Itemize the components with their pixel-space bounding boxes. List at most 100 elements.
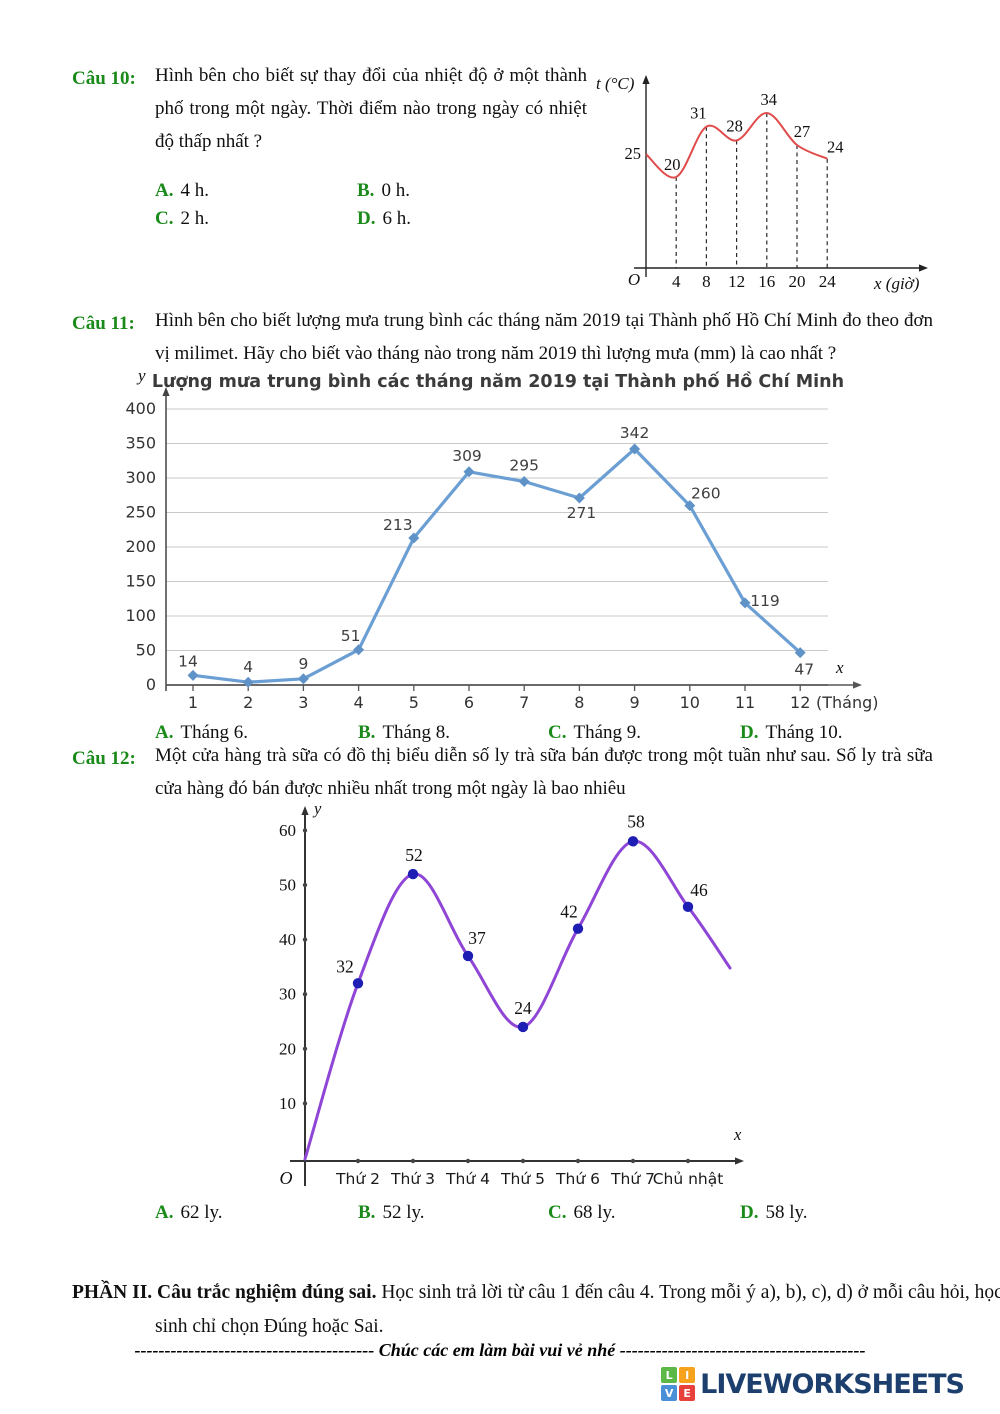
option-text: 6 h. bbox=[382, 208, 411, 229]
option-letter: A. bbox=[155, 180, 174, 201]
part2-text: Học sinh trả lời từ câu 1 đến câu 4. Tro… bbox=[155, 1282, 1000, 1337]
option-letter: D. bbox=[357, 208, 376, 229]
option-text: Tháng 6. bbox=[180, 722, 249, 743]
data-marker bbox=[187, 669, 199, 681]
option-letter: A. bbox=[155, 1202, 174, 1223]
option-text: 62 ly. bbox=[180, 1202, 223, 1223]
liveworksheets-logo-text: LIVEWORKSHEETS bbox=[700, 1368, 965, 1400]
x-tick-label: 8 bbox=[702, 272, 711, 291]
x-tick-label: Thứ 3 bbox=[390, 1170, 435, 1188]
logo-square-e: E bbox=[679, 1385, 696, 1401]
x-tick-label: 6 bbox=[464, 693, 474, 712]
y-tick-label: 250 bbox=[125, 503, 156, 522]
question-10-option-d: D. 6 h. bbox=[357, 208, 411, 230]
option-text: 2 h. bbox=[180, 208, 209, 229]
footer-text: Chúc các em làm bài vui vẻ nhé bbox=[374, 1340, 620, 1360]
liveworksheets-logo-icon: L I V E bbox=[661, 1367, 696, 1401]
chart-title: Lượng mưa trung bình các tháng năm 2019 … bbox=[152, 371, 844, 392]
part2-heading: PHẦN II. Câu trắc nghiệm đúng sai. bbox=[72, 1282, 377, 1303]
option-letter: D. bbox=[740, 722, 759, 743]
data-marker bbox=[573, 492, 585, 504]
data-marker bbox=[684, 500, 696, 512]
data-label: 271 bbox=[567, 504, 597, 522]
question-12-option-d: D. 58 ly. bbox=[740, 1202, 808, 1224]
option-letter: C. bbox=[155, 208, 174, 229]
data-label: 9 bbox=[298, 655, 308, 673]
y-tick bbox=[302, 1101, 308, 1106]
question-10-option-b: B. 0 h. bbox=[357, 180, 410, 202]
option-text: Tháng 10. bbox=[765, 722, 843, 743]
question-12-option-a: A. 62 ly. bbox=[155, 1202, 223, 1224]
x-tick-label: Thứ 4 bbox=[445, 1170, 490, 1188]
data-marker bbox=[739, 597, 751, 609]
y-tick-label: 40 bbox=[279, 930, 296, 949]
y-tick-label: 50 bbox=[136, 641, 156, 660]
data-point bbox=[462, 950, 474, 962]
data-label: 31 bbox=[690, 104, 707, 123]
x-tick-label: 8 bbox=[574, 693, 584, 712]
option-letter: B. bbox=[358, 1202, 376, 1223]
y-tick bbox=[302, 1046, 308, 1051]
x-tick-label: 4 bbox=[354, 693, 364, 712]
y-tick-label: 200 bbox=[125, 537, 156, 556]
y-tick bbox=[302, 992, 308, 997]
axis-arrow bbox=[853, 681, 862, 689]
footer-dashes-left: ---------------------------------------- bbox=[134, 1340, 375, 1360]
data-label: 34 bbox=[761, 90, 778, 109]
axis-arrow bbox=[162, 387, 170, 396]
x-tick bbox=[575, 1158, 581, 1164]
x-tick-label: 10 bbox=[680, 693, 700, 712]
question-11-text: Hình bên cho biết lượng mưa trung bình c… bbox=[155, 310, 933, 364]
data-label: 20 bbox=[664, 155, 681, 174]
data-point bbox=[572, 923, 584, 934]
y-tick-label: 300 bbox=[125, 468, 156, 487]
x-tick-label: Thứ 6 bbox=[555, 1170, 600, 1188]
data-point bbox=[627, 836, 639, 847]
x-tick-label: 4 bbox=[672, 272, 681, 291]
option-text: Tháng 9. bbox=[573, 722, 642, 743]
data-label: 58 bbox=[627, 811, 645, 831]
question-10-option-a: A. 4 h. bbox=[155, 180, 209, 202]
option-text: Tháng 8. bbox=[382, 722, 450, 743]
y-axis-label: y bbox=[136, 366, 146, 385]
question-10-label: Câu 10: bbox=[72, 68, 136, 89]
data-label: 47 bbox=[794, 661, 814, 679]
data-label: 260 bbox=[691, 485, 721, 503]
data-point bbox=[407, 868, 419, 880]
y-tick-label: 150 bbox=[125, 572, 156, 591]
data-label: 32 bbox=[336, 956, 354, 976]
x-tick-label: 12 bbox=[790, 693, 810, 712]
question-10-option-c: C. 2 h. bbox=[155, 208, 209, 230]
x-tick bbox=[355, 1158, 361, 1164]
temperature-line-chart: t (°C) x (giờ) O 4 8 12 16 20 24 25 20 31 28 34 27 24 bbox=[596, 74, 928, 293]
option-text: 52 ly. bbox=[382, 1202, 425, 1223]
x-tick bbox=[685, 1158, 691, 1164]
data-label: 51 bbox=[341, 627, 361, 645]
x-tick-label: Thứ 5 bbox=[500, 1170, 545, 1188]
y-tick-label: 10 bbox=[279, 1094, 296, 1113]
liveworksheets-logo: L I V E LIVEWORKSHEETS bbox=[661, 1367, 965, 1401]
axis-arrow bbox=[301, 806, 309, 815]
x-tick-label: 3 bbox=[298, 693, 308, 712]
data-marker bbox=[463, 466, 475, 478]
y-tick-label: 400 bbox=[125, 399, 156, 418]
data-label: 4 bbox=[243, 658, 253, 676]
logo-square-i: I bbox=[679, 1367, 696, 1383]
x-tick-label: Chủ nhật bbox=[653, 1170, 724, 1188]
y-tick-label: 0 bbox=[146, 675, 156, 694]
question-11-option-a: A. Tháng 6. bbox=[155, 722, 248, 744]
option-letter: B. bbox=[358, 722, 376, 743]
data-label: 46 bbox=[690, 880, 708, 900]
data-marker bbox=[297, 673, 309, 685]
data-label: 342 bbox=[620, 424, 650, 442]
x-tick-label: 5 bbox=[409, 693, 419, 712]
question-10-text: Hình bên cho biết sự thay đổi của nhiệt … bbox=[155, 65, 587, 152]
data-label: 24 bbox=[514, 998, 532, 1018]
data-marker bbox=[408, 532, 420, 544]
data-label: 213 bbox=[383, 516, 413, 534]
data-marker bbox=[794, 647, 806, 659]
x-tick bbox=[630, 1158, 636, 1164]
data-marker bbox=[353, 644, 365, 656]
data-point bbox=[352, 978, 364, 989]
